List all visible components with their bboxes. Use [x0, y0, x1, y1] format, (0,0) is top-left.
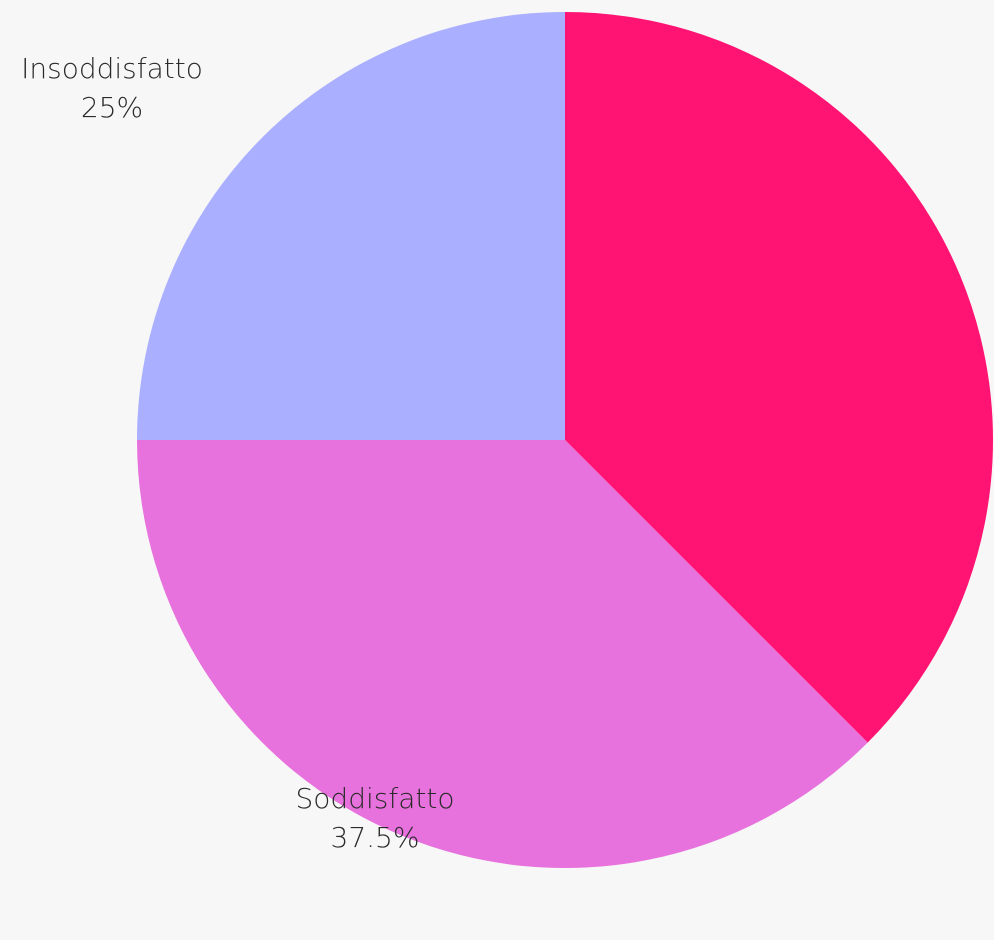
slice-label-percent: 25% [81, 91, 143, 124]
pie-slice-soddisfatto [137, 440, 868, 869]
slices-layer [137, 12, 993, 869]
slice-label-name: Soddisfatto [296, 782, 455, 815]
slice-label-name: Insoddisfatto [21, 52, 203, 85]
pie-slice-insoddisfatto [137, 12, 565, 440]
slice-label-percent: 37.5% [331, 821, 420, 854]
labels-layer: Soddisfatto 37.5% Insoddisfatto 25% [21, 52, 454, 854]
pie-slice-unlabeled-0 [565, 12, 993, 743]
